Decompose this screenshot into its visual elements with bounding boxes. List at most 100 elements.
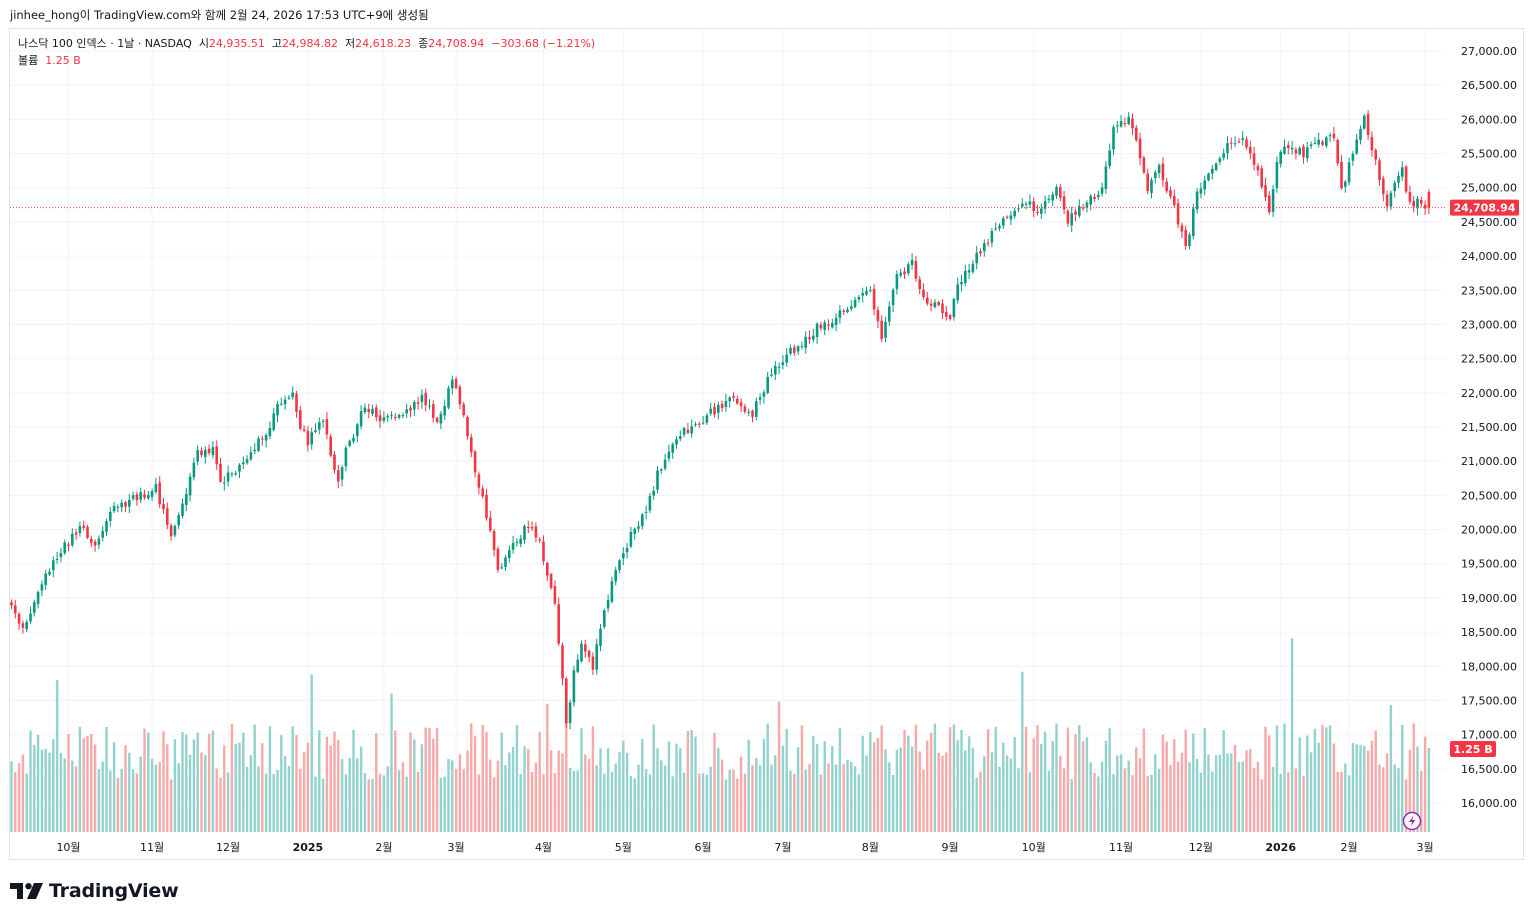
volume-bar: [470, 723, 473, 832]
volume-bar: [713, 732, 716, 832]
caption: jinhee_hong이 TradingView.com와 함께 2월 24, …: [10, 8, 429, 22]
volume-bar: [120, 768, 123, 832]
candle-body: [1222, 153, 1225, 158]
candle-body: [147, 494, 150, 499]
volume-bar: [1108, 728, 1111, 832]
candle-body: [1138, 138, 1142, 159]
volume-bar: [443, 776, 446, 832]
legend-low: 24,618.23: [355, 37, 412, 50]
candle-body: [713, 406, 716, 415]
candle-body: [257, 438, 260, 451]
candle-body: [382, 417, 386, 421]
volume-bar: [819, 774, 823, 832]
volume-bar: [1184, 729, 1187, 832]
candle-body: [1268, 195, 1271, 213]
candle-body: [1321, 141, 1324, 145]
tradingview-logo[interactable]: TradingView: [10, 879, 179, 903]
candle-body: [1184, 229, 1187, 247]
candle-body: [732, 396, 735, 398]
candle-body: [705, 415, 709, 423]
volume-bar: [888, 762, 891, 832]
candle-body: [1408, 191, 1412, 202]
candle-body: [1154, 172, 1157, 179]
volume-bar: [447, 759, 450, 832]
candle-body: [568, 702, 572, 724]
volume-bar: [884, 749, 887, 832]
time-tick-label: 8월: [862, 841, 879, 854]
time-tick-label: 11월: [1109, 841, 1133, 854]
volume-bar: [1249, 749, 1252, 832]
legend: 나스닥 100 인덱스 · 1날 · NASDAQ 시24,935.51 고24…: [18, 35, 595, 69]
candle-body: [1032, 201, 1035, 211]
candle-body: [576, 659, 579, 672]
candle-body: [580, 643, 583, 662]
candle-body: [1355, 139, 1358, 154]
volume-bar: [1154, 754, 1157, 832]
candle-body: [211, 447, 215, 456]
candle-body: [979, 251, 982, 254]
candle-body: [1271, 189, 1275, 212]
volume-bar: [375, 733, 378, 832]
candle-body: [443, 406, 446, 416]
volume-bar: [1256, 761, 1260, 832]
volume-bar: [272, 774, 275, 832]
candle-body: [1294, 149, 1298, 154]
volume-bar: [25, 773, 28, 832]
volume-bar: [910, 746, 914, 832]
candle-body: [416, 402, 420, 404]
time-tick-label: 2월: [375, 841, 392, 854]
candle-body: [234, 473, 237, 475]
volume-bar: [876, 737, 880, 832]
candle-body: [481, 488, 484, 497]
price-axis[interactable]: 27,000.00 26,500.00 26,000.00 25,500.00 25,0…: [1461, 45, 1517, 810]
volume-bar: [580, 728, 583, 832]
time-tick-label: 12월: [216, 841, 240, 854]
volume-bar: [975, 777, 978, 832]
candle-body: [804, 336, 807, 348]
candle-body: [470, 437, 473, 453]
volume-bar: [1009, 758, 1013, 832]
candle-body: [622, 553, 625, 559]
candle-body: [694, 423, 697, 425]
volume-bar: [29, 730, 32, 832]
candle-body: [1306, 147, 1309, 159]
candle-body: [644, 511, 648, 513]
candle-body: [1097, 194, 1100, 198]
candle-body: [1192, 208, 1195, 237]
volume-bar: [549, 750, 553, 832]
legend-volume-label[interactable]: 볼륨: [18, 54, 39, 67]
candle-body: [853, 299, 857, 308]
candle-body: [1363, 115, 1366, 129]
volume-bar: [945, 752, 948, 832]
volume-bar: [1222, 730, 1225, 832]
lightning-icon[interactable]: [1402, 811, 1422, 831]
candle-body: [14, 605, 17, 614]
candle-body: [428, 405, 431, 407]
candle-body: [48, 571, 51, 575]
legend-symbol[interactable]: 나스닥 100 인덱스 · 1날 · NASDAQ: [18, 37, 192, 50]
volume-bar: [1199, 772, 1203, 832]
candle-body: [986, 242, 990, 244]
price-tick-label: 21,000.00: [1461, 455, 1517, 468]
candle-body: [432, 404, 435, 418]
volume-bar: [333, 731, 336, 832]
volume-bar: [637, 764, 640, 832]
volume-bar: [1078, 724, 1081, 832]
candle-body: [1165, 181, 1168, 192]
candle-body: [200, 450, 203, 456]
volume-bar: [492, 777, 496, 832]
volume-bar: [823, 741, 826, 832]
volume-bar: [838, 727, 842, 832]
candle-body: [473, 451, 477, 473]
candle-body: [105, 521, 108, 533]
candle-body: [994, 228, 997, 230]
candle-body: [1040, 208, 1043, 214]
candle-body: [101, 531, 104, 538]
candle-body: [755, 401, 758, 417]
volume-bar: [500, 732, 503, 832]
time-axis[interactable]: 10월 11월 12월 2025 2월 3월 4월 5월 6월 7월 8월 9월 10월 11월 12월 20…: [56, 841, 1433, 854]
candle-body: [90, 538, 93, 543]
candle-body: [587, 650, 591, 657]
candle-body: [1298, 148, 1301, 155]
